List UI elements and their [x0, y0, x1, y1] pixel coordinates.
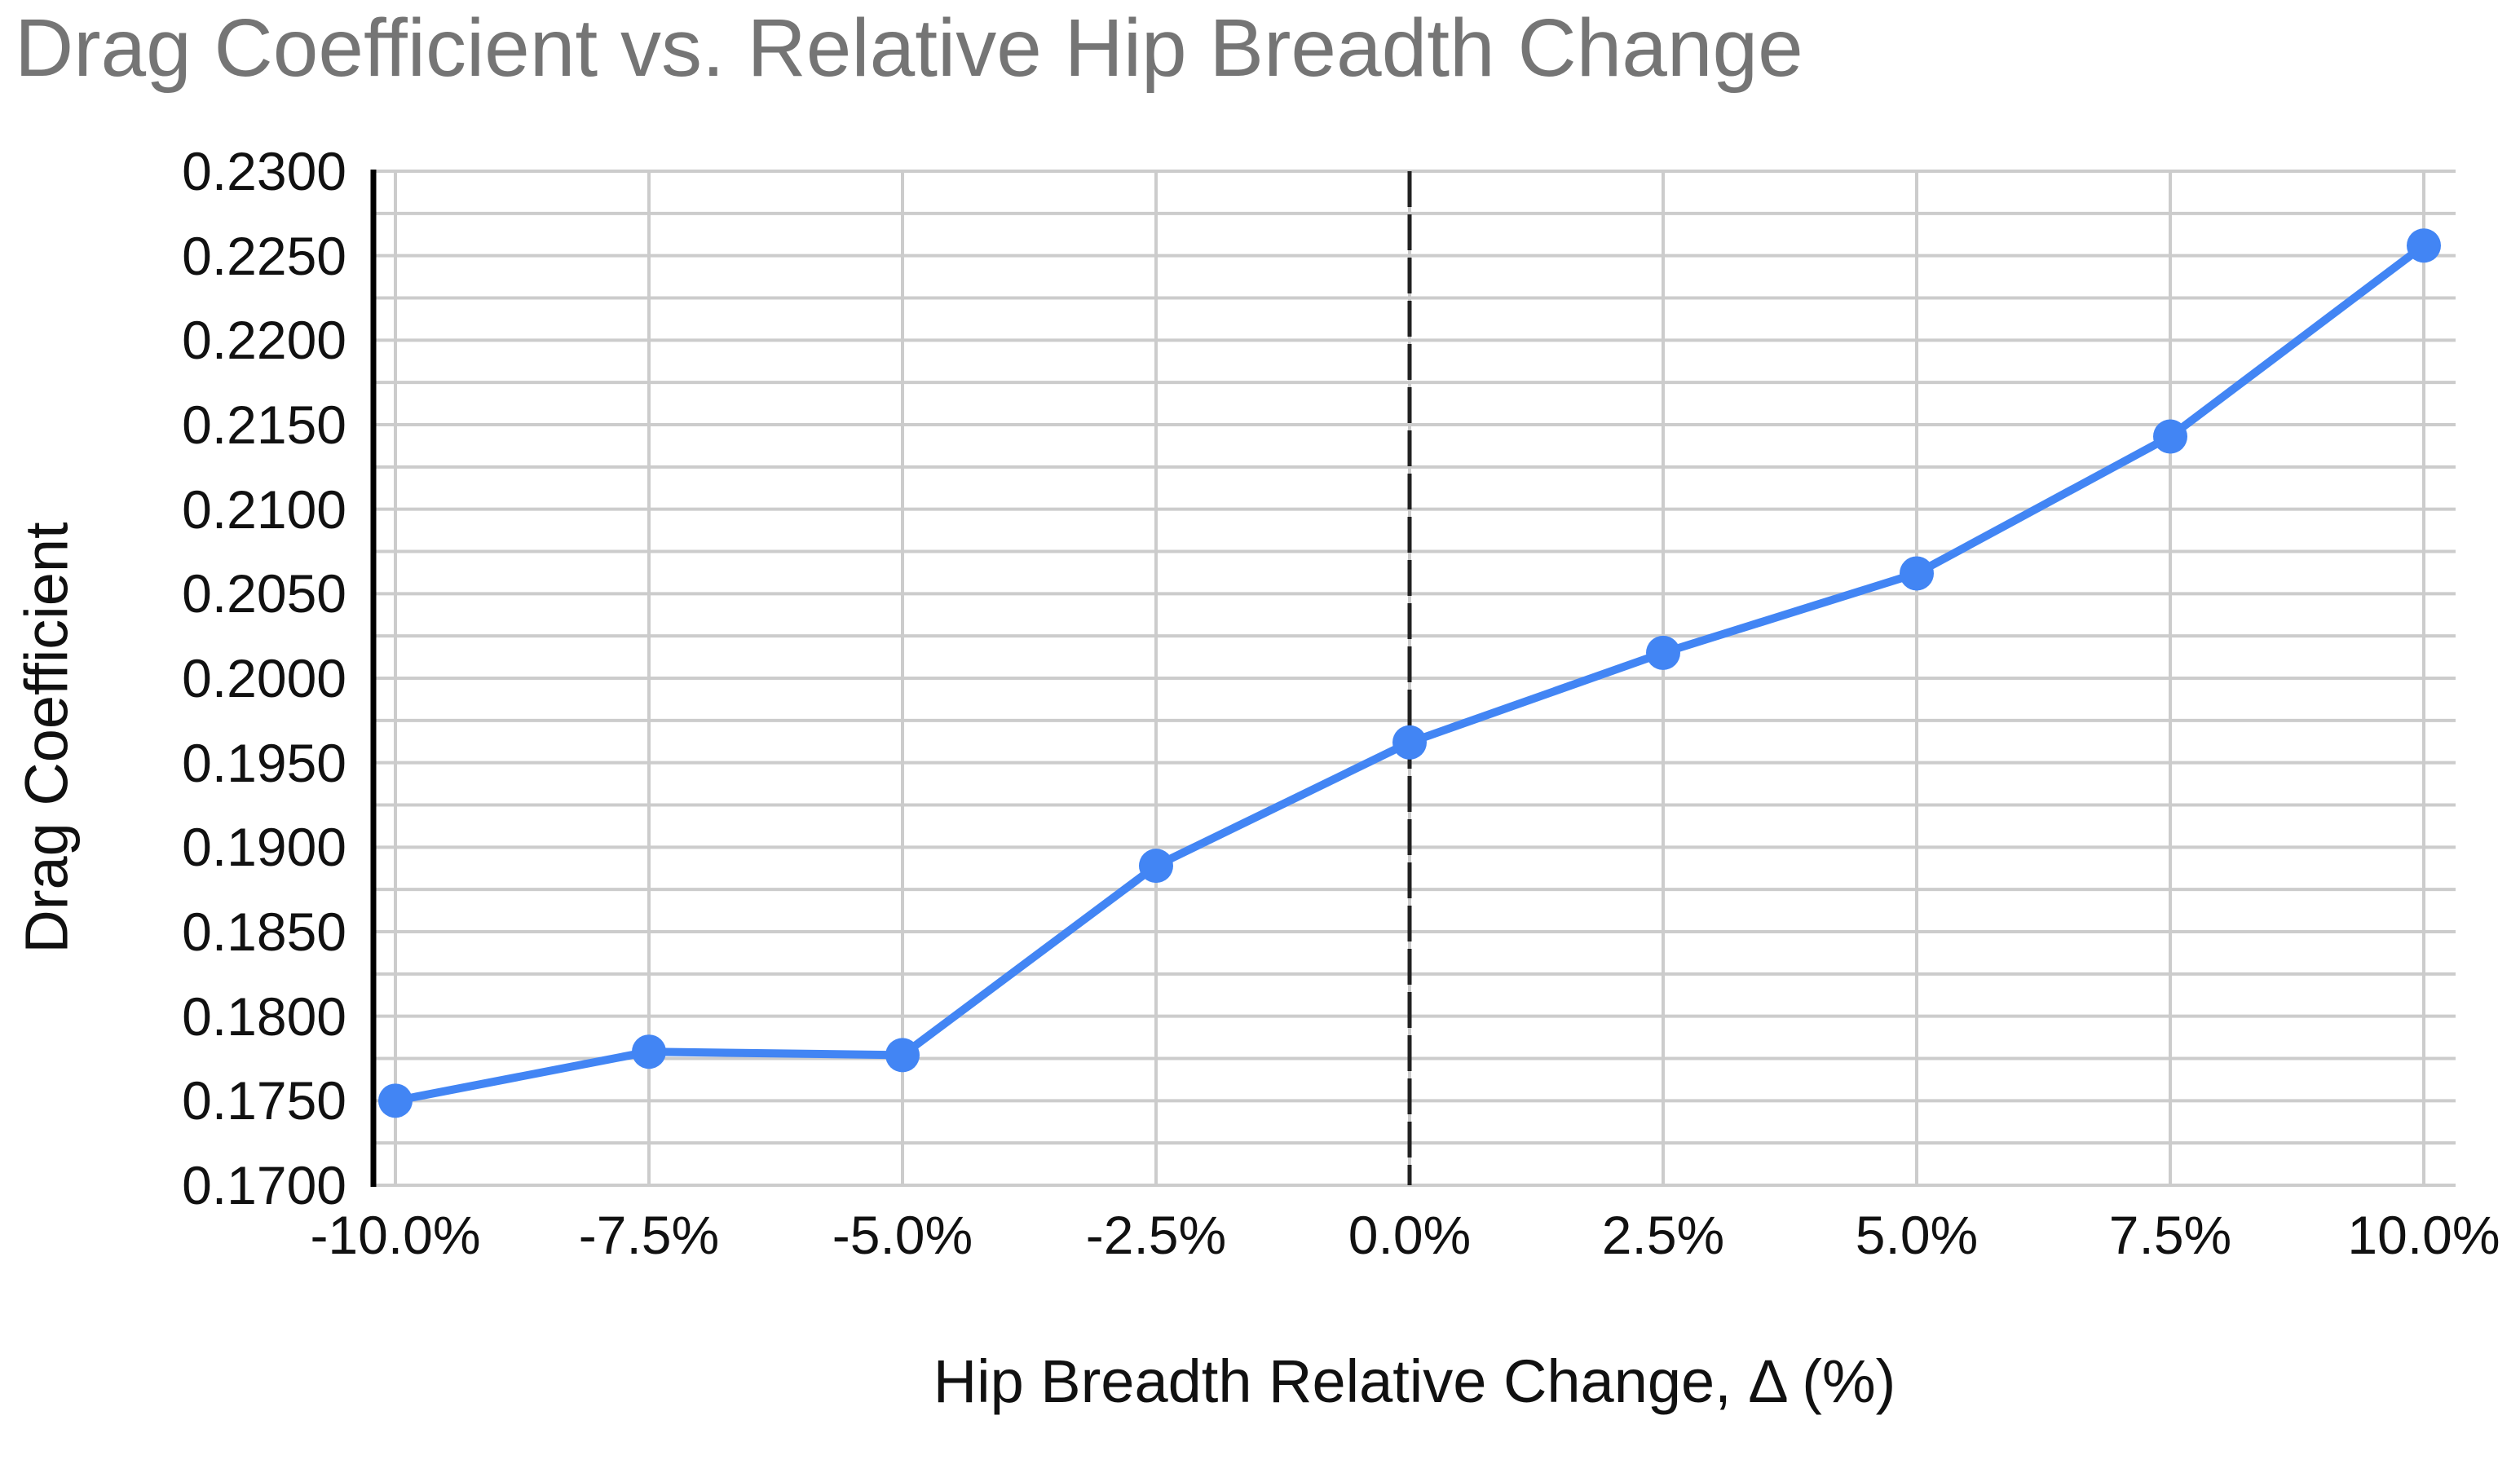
y-tick-label: 0.1900: [182, 817, 346, 878]
y-tick-label: 0.1750: [182, 1070, 346, 1131]
data-point-marker: [1139, 849, 1173, 884]
data-point-marker: [378, 1083, 413, 1118]
y-tick-label: 0.2200: [182, 310, 346, 371]
x-tick-label: -10.0%: [310, 1205, 481, 1265]
data-point-marker: [632, 1034, 666, 1069]
x-tick-label: -7.5%: [578, 1205, 720, 1265]
data-point-marker: [1646, 635, 1680, 670]
y-tick-label: 0.2300: [182, 141, 346, 201]
y-tick-label: 0.1800: [182, 986, 346, 1047]
y-tick-label: 0.2150: [182, 395, 346, 455]
x-tick-label: 0.0%: [1348, 1205, 1472, 1265]
y-tick-label: 0.2050: [182, 563, 346, 624]
x-tick-label: -5.0%: [832, 1205, 973, 1265]
chart-title: Drag Coefficient vs. Relative Hip Breadt…: [15, 2, 1803, 94]
x-tick-label: -2.5%: [1085, 1205, 1227, 1265]
data-point-marker: [885, 1038, 920, 1073]
data-point-marker: [2153, 419, 2187, 454]
x-tick-label: 10.0%: [2347, 1205, 2500, 1265]
data-point-marker: [2407, 228, 2441, 263]
y-tick-label: 0.2100: [182, 478, 346, 540]
x-tick-label: 2.5%: [1601, 1205, 1725, 1265]
x-axis-title: Hip Breadth Relative Change, Δ (%): [933, 1347, 1896, 1415]
y-tick-label: 0.1850: [182, 902, 346, 962]
data-point-marker: [1392, 725, 1427, 760]
data-point-marker: [1900, 556, 1934, 591]
y-tick-label: 0.2250: [182, 225, 346, 286]
y-tick-label: 0.2000: [182, 648, 346, 708]
x-tick-label: 7.5%: [2108, 1205, 2232, 1265]
y-tick-label: 0.1700: [182, 1155, 346, 1215]
x-tick-label: 5.0%: [1855, 1205, 1979, 1265]
y-tick-label: 0.1950: [182, 732, 346, 793]
